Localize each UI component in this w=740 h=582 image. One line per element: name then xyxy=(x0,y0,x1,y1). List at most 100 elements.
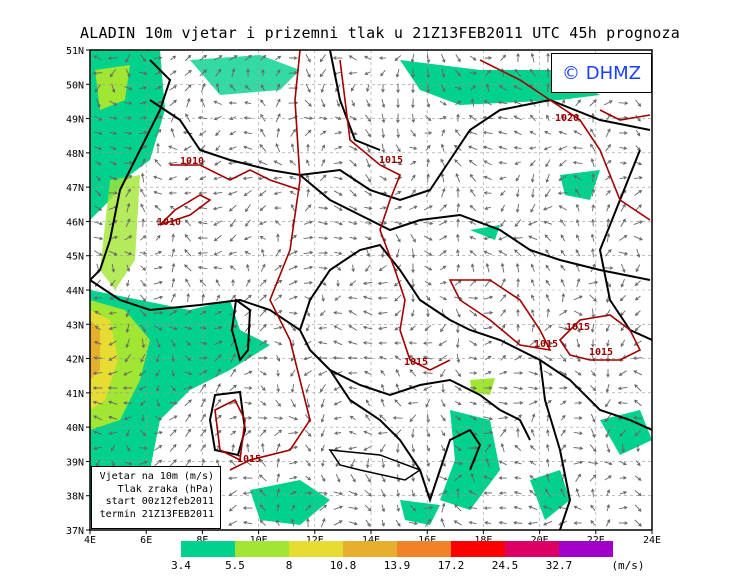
wind-arrow xyxy=(484,386,493,390)
wind-arrow xyxy=(92,71,103,75)
wind-arrow xyxy=(590,488,595,497)
wind-arrow xyxy=(291,339,295,348)
wind-arrow xyxy=(531,188,535,199)
colorbar-label: 8 xyxy=(286,559,293,572)
wind-arrow xyxy=(546,114,550,121)
wind-arrow xyxy=(305,383,311,394)
wind-arrow xyxy=(560,414,566,421)
wind-arrow xyxy=(126,202,131,213)
wind-arrow xyxy=(364,190,373,196)
wind-arrow xyxy=(634,490,642,497)
wind-arrow xyxy=(394,294,402,302)
wind-arrow xyxy=(572,146,583,150)
wind-arrow xyxy=(349,115,357,121)
wind-arrow xyxy=(229,234,237,242)
wind-arrow xyxy=(561,292,566,303)
wind-arrow xyxy=(183,145,192,151)
wind-arrow xyxy=(456,249,460,257)
wind-arrow xyxy=(244,370,253,375)
wind-arrow xyxy=(122,386,133,390)
wind-arrow xyxy=(530,52,535,63)
wind-arrow xyxy=(124,251,133,256)
wind-arrow xyxy=(171,354,175,363)
wind-arrow xyxy=(273,176,282,180)
wind-arrow xyxy=(334,130,343,135)
wind-arrow xyxy=(304,204,312,212)
wind-arrow xyxy=(349,205,358,211)
wind-arrow xyxy=(259,279,267,287)
wind-arrow xyxy=(530,263,535,272)
lat-label: 40N xyxy=(66,423,84,434)
wind-arrow xyxy=(276,369,280,378)
wind-arrow xyxy=(560,264,566,271)
wind-arrow xyxy=(497,130,508,135)
lat-label: 45N xyxy=(66,252,84,263)
wind-arrow xyxy=(545,173,550,184)
wind-arrow xyxy=(363,445,373,451)
wind-arrow xyxy=(197,251,208,255)
wind-arrow xyxy=(244,101,252,105)
wind-arrow xyxy=(215,130,221,137)
wind-arrow xyxy=(94,84,101,93)
wind-arrow xyxy=(499,370,508,375)
wind-arrow xyxy=(515,262,520,273)
wind-arrow xyxy=(381,84,385,93)
wind-arrow xyxy=(619,294,626,302)
wind-arrow xyxy=(425,398,431,408)
wind-arrow xyxy=(546,429,550,437)
wind-arrow xyxy=(409,355,417,361)
lon-label: 12E xyxy=(306,535,324,546)
wind-arrow xyxy=(426,83,430,94)
wind-arrow xyxy=(604,475,612,481)
wind-arrow xyxy=(396,504,400,512)
wind-arrow xyxy=(605,324,610,332)
wind-arrow xyxy=(153,175,163,180)
wind-arrow xyxy=(426,474,431,483)
wind-arrow xyxy=(169,459,177,467)
wind-arrow xyxy=(606,218,611,228)
wind-arrow xyxy=(96,98,101,109)
wind-arrow xyxy=(529,114,536,122)
wind-arrow xyxy=(260,263,266,272)
wind-arrow xyxy=(395,144,401,153)
wind-arrow xyxy=(350,473,356,483)
legend-line: termin 21Z13FEB2011 xyxy=(99,508,214,520)
wind-arrow xyxy=(185,340,192,346)
wind-arrow xyxy=(394,309,402,317)
wind-arrow xyxy=(453,461,464,466)
wind-arrow xyxy=(259,458,267,467)
wind-arrow xyxy=(440,53,446,64)
wind-arrow xyxy=(154,445,163,451)
wind-arrow xyxy=(273,191,282,196)
wind-arrow xyxy=(304,429,312,437)
wind-arrow xyxy=(455,415,462,421)
wind-arrow xyxy=(590,158,595,168)
wind-arrow xyxy=(513,146,522,150)
wind-arrow xyxy=(348,521,358,526)
wind-arrow xyxy=(393,279,402,287)
wind-arrow xyxy=(201,293,206,302)
wind-arrow xyxy=(199,326,208,330)
wind-arrow xyxy=(542,505,553,510)
wind-arrow xyxy=(347,371,358,375)
wind-arrow xyxy=(484,521,492,525)
lon-label: 18E xyxy=(474,535,492,546)
wind-arrow xyxy=(410,53,415,64)
wind-arrow xyxy=(619,505,628,510)
wind-arrow xyxy=(411,83,415,94)
wind-arrow xyxy=(634,310,641,317)
wind-arrow xyxy=(633,235,643,241)
wind-arrow xyxy=(140,172,145,183)
wind-arrow xyxy=(604,248,612,257)
wind-arrow xyxy=(575,188,581,197)
wind-arrow xyxy=(470,98,475,107)
wind-arrow xyxy=(333,236,343,241)
wind-arrow xyxy=(498,84,507,91)
wind-arrow xyxy=(483,506,492,510)
wind-arrow xyxy=(274,341,283,346)
isobar-label: 1010 xyxy=(157,217,181,228)
wind-arrow xyxy=(95,189,102,197)
wind-arrow xyxy=(364,236,372,240)
wind-arrow xyxy=(306,143,310,152)
